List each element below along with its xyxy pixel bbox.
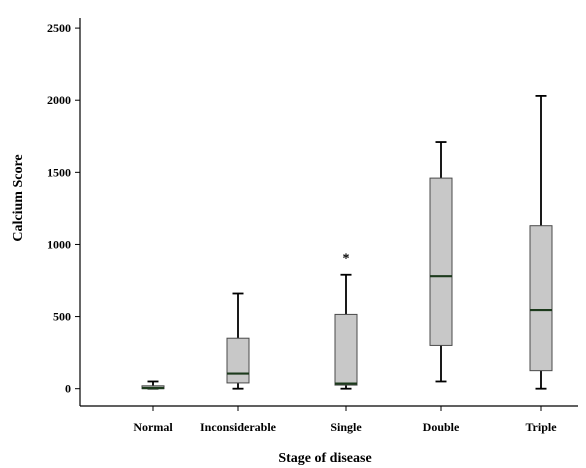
- box-inconsiderable: [226, 292, 250, 390]
- box-rect: [334, 313, 358, 386]
- axes: [75, 18, 578, 411]
- labels: 0 500 1000 1500 2000 2500 Normal Inconsiderable…: [47, 21, 557, 434]
- y-tick-label: 500: [53, 310, 71, 324]
- box-normal: [141, 380, 165, 390]
- y-tick-label: 1000: [47, 237, 71, 251]
- box-rect: [529, 225, 553, 372]
- boxes: *: [141, 94, 553, 390]
- y-tick-label: 2000: [47, 93, 71, 107]
- x-tick-label-single: Single: [330, 420, 362, 434]
- y-tick-label: 1500: [47, 165, 71, 179]
- x-tick-label-triple: Triple: [525, 420, 557, 434]
- outlier-marker: *: [343, 252, 350, 267]
- box-rect: [226, 337, 250, 384]
- box-triple: [529, 94, 553, 390]
- x-axis-title: Stage of disease: [278, 451, 371, 466]
- x-tick-label-inconsiderable: Inconsiderable: [200, 420, 277, 434]
- y-tick-label: 0: [65, 382, 71, 396]
- x-tick-label-double: Double: [423, 420, 460, 434]
- box-double: [429, 141, 453, 383]
- x-tick-label-normal: Normal: [133, 420, 173, 434]
- y-tick-label: 2500: [47, 21, 71, 35]
- box-single: *: [334, 252, 358, 390]
- y-axis-title: Calcium Score: [11, 154, 26, 241]
- box-rect: [429, 177, 453, 346]
